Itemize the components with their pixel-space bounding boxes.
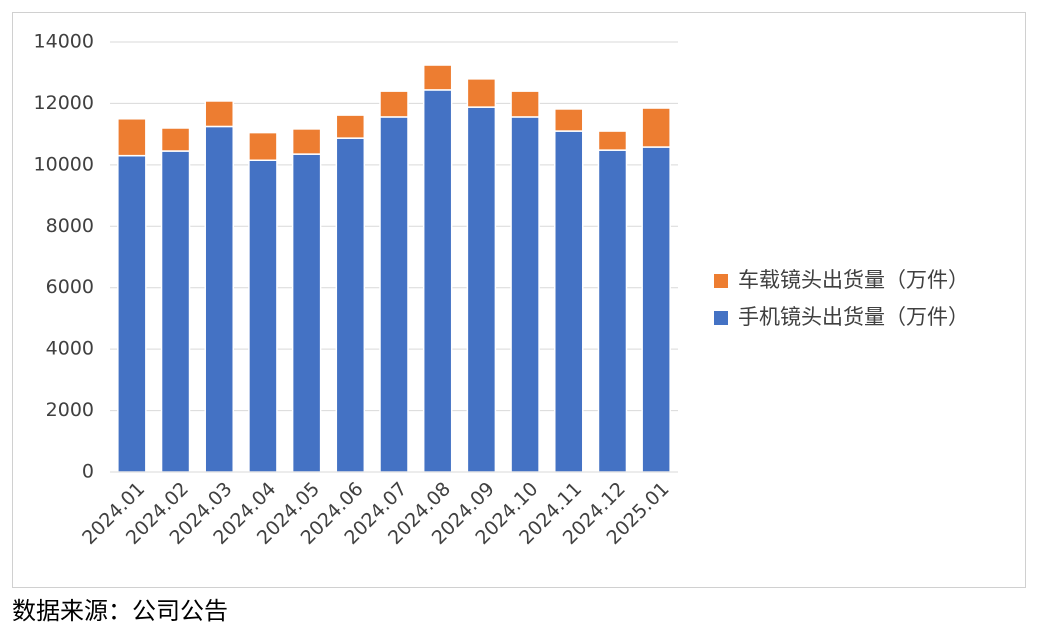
bar-segment bbox=[204, 125, 234, 473]
y-tick-label: 2000 bbox=[46, 399, 94, 421]
legend-label: 手机镜头出货量（万件） bbox=[738, 305, 969, 329]
bar-segment bbox=[248, 159, 278, 473]
bar-segment bbox=[117, 154, 147, 473]
y-tick-label: 14000 bbox=[34, 31, 94, 53]
bar-segment bbox=[554, 130, 584, 473]
bar-segment bbox=[510, 90, 540, 118]
bar-segment bbox=[641, 107, 671, 148]
bar-segment bbox=[379, 116, 409, 473]
y-tick-label: 4000 bbox=[46, 338, 94, 360]
bar-segment bbox=[248, 131, 278, 162]
bar-segment bbox=[422, 89, 453, 473]
bar-segment bbox=[422, 64, 453, 91]
bar-segment bbox=[510, 116, 540, 473]
y-tick-label: 6000 bbox=[46, 276, 94, 298]
bar-segment bbox=[379, 90, 409, 118]
bar-segment bbox=[335, 137, 366, 473]
bar-segment bbox=[641, 146, 671, 473]
bar-segment bbox=[117, 118, 147, 157]
bar-segment bbox=[160, 150, 191, 473]
y-tick-label: 10000 bbox=[34, 153, 94, 175]
bar-segment bbox=[335, 114, 366, 139]
source-note: 数据来源：公司公告 bbox=[12, 597, 228, 625]
y-tick-label: 8000 bbox=[46, 215, 94, 237]
chart-border bbox=[12, 12, 1026, 588]
legend-swatch bbox=[714, 274, 728, 288]
bar-segment bbox=[160, 127, 191, 152]
bar-segment bbox=[204, 100, 234, 128]
bar-segment bbox=[291, 128, 322, 155]
legend-swatch bbox=[714, 311, 728, 325]
bar-segment bbox=[466, 106, 497, 473]
y-tick-label: 12000 bbox=[34, 92, 94, 114]
y-tick-label: 0 bbox=[82, 461, 94, 483]
bar-segment bbox=[597, 149, 628, 473]
bar-segment bbox=[554, 108, 584, 132]
legend-label: 车载镜头出货量（万件） bbox=[738, 268, 969, 292]
bar-segment bbox=[291, 153, 322, 473]
bar-segment bbox=[466, 78, 497, 108]
bar-segment bbox=[597, 130, 628, 151]
